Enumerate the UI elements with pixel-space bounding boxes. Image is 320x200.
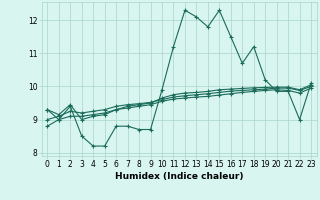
X-axis label: Humidex (Indice chaleur): Humidex (Indice chaleur): [115, 172, 244, 181]
